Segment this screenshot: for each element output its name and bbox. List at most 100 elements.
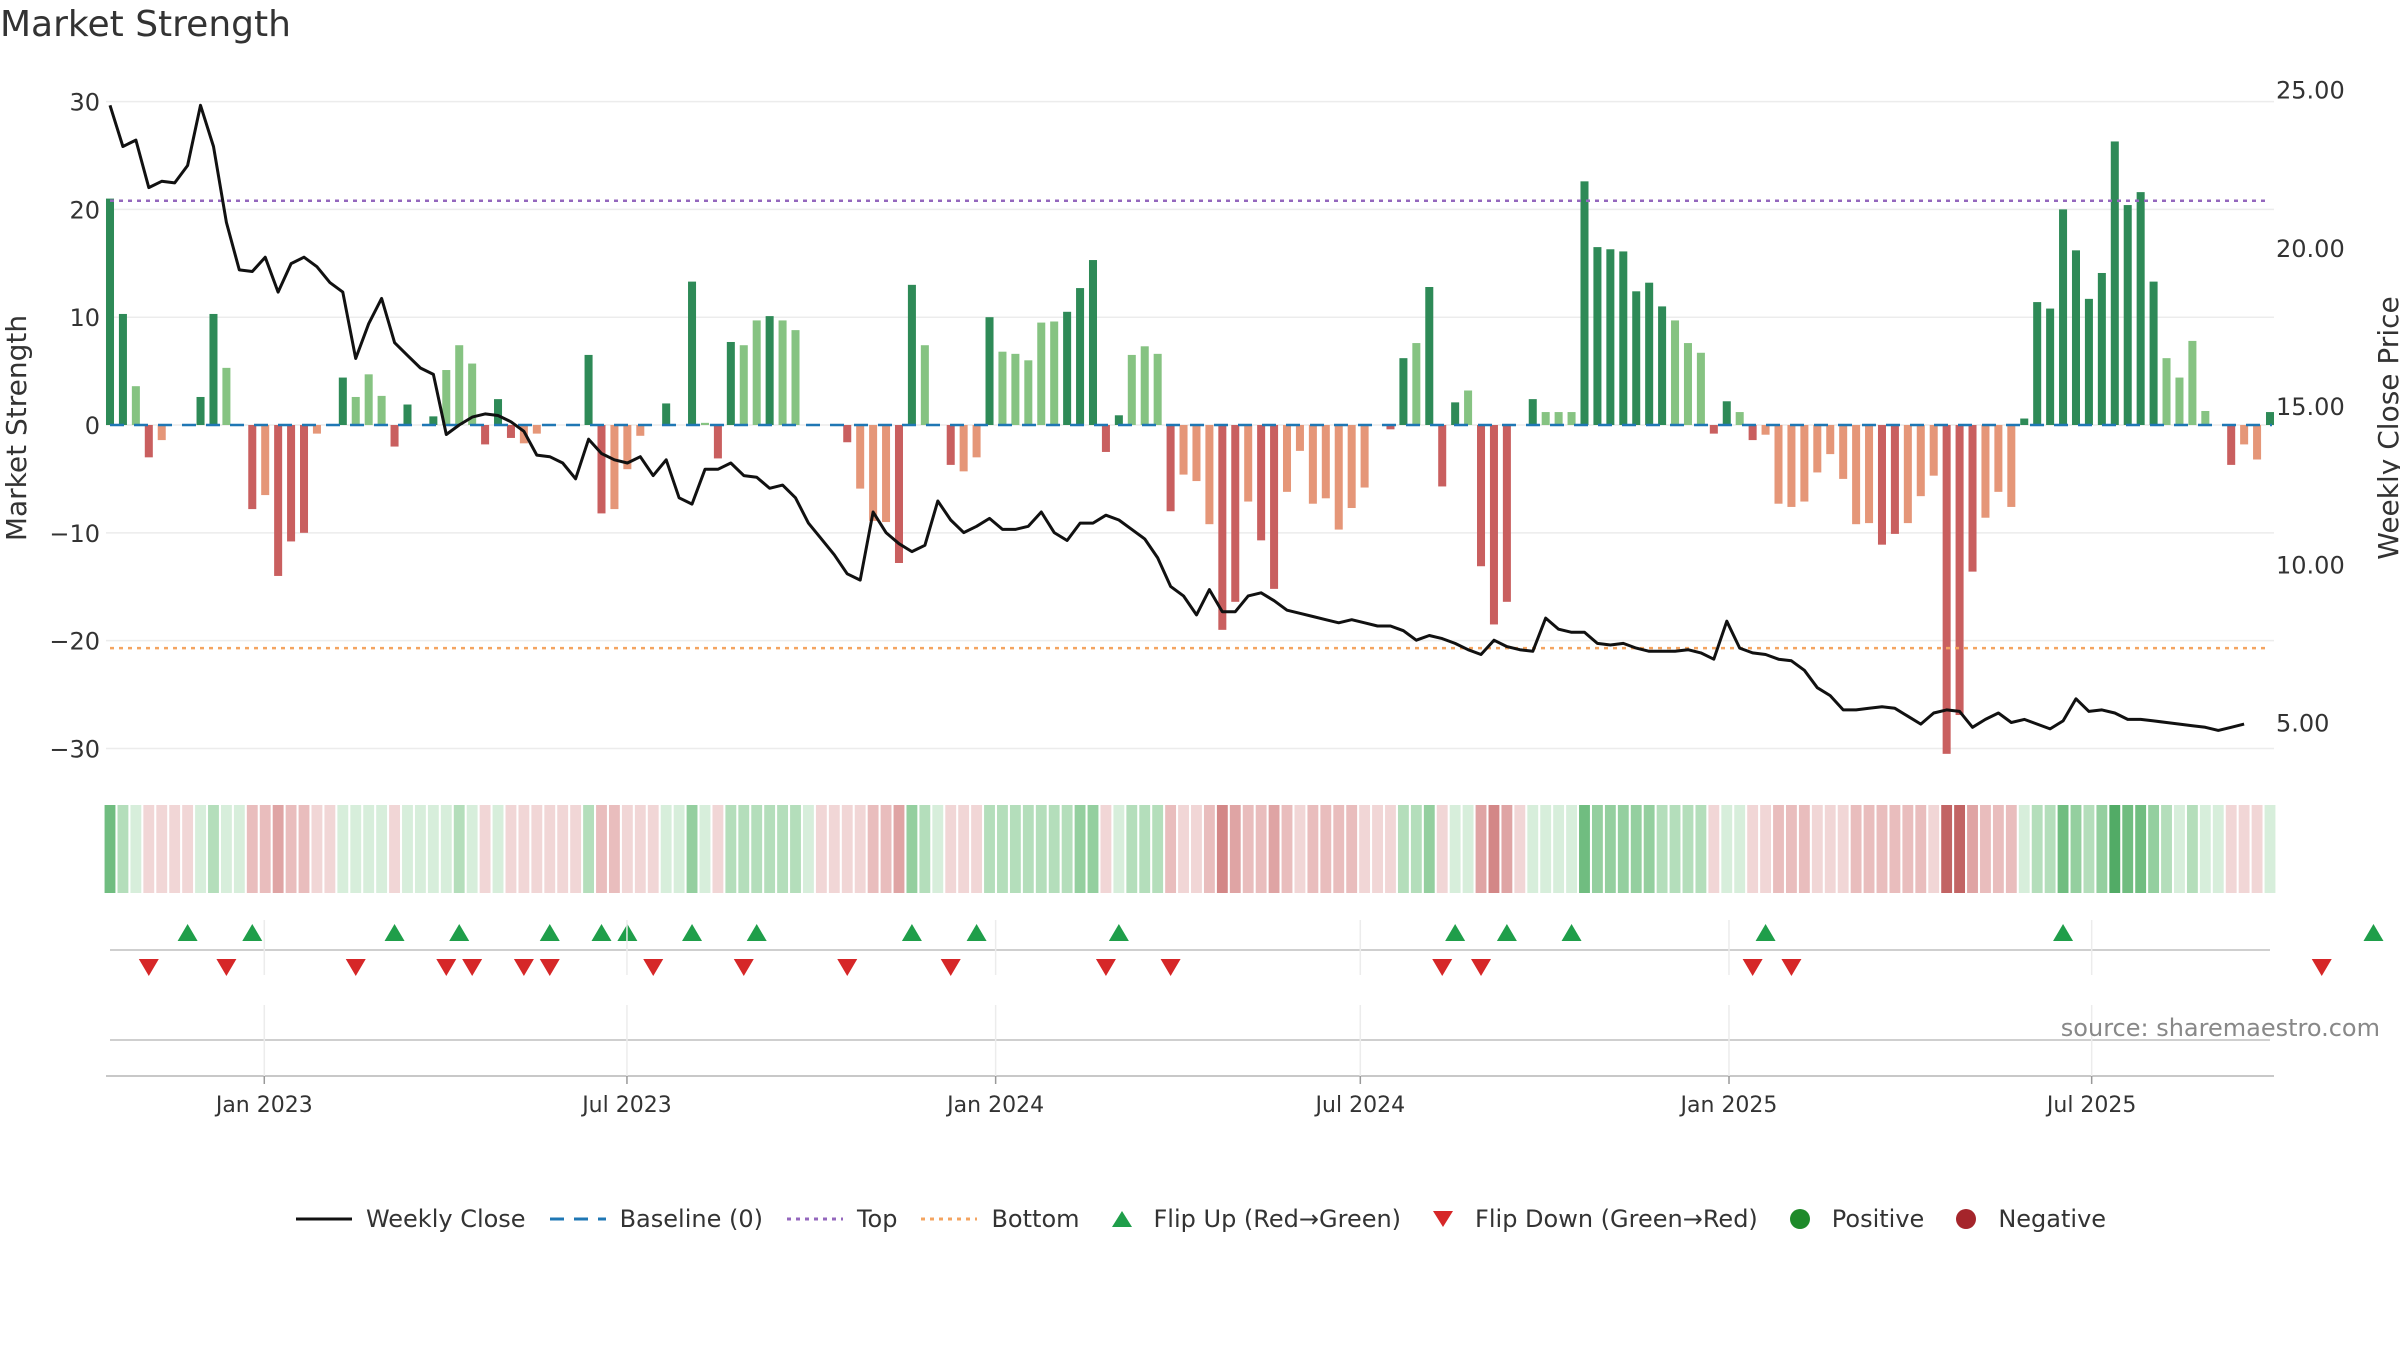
heat-cell [1216,805,1228,893]
heat-cell [2122,805,2134,893]
strength-bar [894,425,903,563]
strength-bar [1554,412,1563,425]
heat-cell [945,805,957,893]
heat-cell [1941,805,1953,893]
heat-cell [182,805,194,893]
y-left-tick-label: −20 [49,628,100,656]
source-note: source: sharemaestro.com [2060,1014,2380,1042]
strength-bar [920,345,929,425]
heat-cell [583,805,594,893]
heat-cell [104,805,116,893]
heat-cell [1022,805,1034,893]
strength-bar [972,425,981,458]
strength-bar [1231,425,1240,602]
strength-bar [1192,425,1201,482]
heat-cell [1734,805,1746,893]
legend-label: Flip Up (Red→Green) [1153,1205,1402,1233]
flip-down-marker [436,959,457,976]
legend-label: Positive [1831,1205,1925,1233]
heat-cell [1915,805,1927,893]
heat-cell [570,805,582,893]
strength-bar [623,425,632,470]
strength-bar [312,425,321,434]
flip-up-marker [591,924,612,941]
y-axis-right: 25.00 20.00 15.00 10.00 5.00 [2276,76,2345,737]
strength-bar [2265,412,2275,425]
y-right-tick-label: 15.00 [2276,393,2345,421]
heat-cell [440,805,452,893]
strength-bar [506,425,515,438]
flip-up-marker [901,924,922,941]
strength-bar [1800,425,1809,502]
flip-up-marker [177,924,198,941]
legend-swatch [1433,1211,1454,1227]
heat-cell [466,805,478,893]
legend-label: Flip Down (Green→Red) [1475,1205,1758,1233]
strength-bar [287,425,296,542]
heat-cell [1876,805,1888,893]
heat-cell [1669,805,1681,893]
legend-swatch [549,1217,606,1221]
strength-bar [1088,260,1098,425]
strength-bar [1619,251,1628,425]
heat-cell [376,805,388,893]
strength-bar [726,341,735,425]
heat-cell [2199,805,2211,893]
flip-down-marker [513,959,534,976]
y-left-tick-label: −30 [49,735,100,763]
strength-bar [752,320,761,425]
strength-bar [959,425,968,472]
strength-bar [2162,358,2171,425]
grid-lines [106,100,2274,750]
strength-bar [1671,320,1680,425]
heat-cell [608,805,620,893]
heat-cell [1100,805,1112,893]
y-left-tick-label: −10 [49,520,100,548]
heat-cell [2174,805,2185,893]
strength-bar [1632,291,1641,425]
heat-cell [971,805,983,893]
strength-bar [1114,415,1123,425]
heat-cell [958,805,970,893]
flip-up-marker [1108,924,1129,941]
strength-bar [1787,425,1796,507]
heat-cell [1061,805,1073,893]
strength-bar [662,403,671,425]
strength-bar [1813,425,1822,473]
strength-heat-strip [104,805,2276,893]
strength-bar [105,198,115,425]
heat-cell [1902,805,1914,893]
heat-cell [906,805,918,893]
strength-bar [869,425,878,521]
flip-down-marker [539,959,560,976]
strength-bar [1464,390,1473,425]
heat-cell [1462,805,1474,893]
heat-cell [2225,805,2237,893]
heat-cell [1760,805,1772,893]
strength-bar [300,425,309,533]
heat-cell [660,805,672,893]
heat-cell [712,805,724,893]
strength-bar [1011,353,1020,425]
heat-cell [1113,805,1125,893]
strength-bar [1735,412,1744,425]
strength-bar [1658,306,1667,425]
flip-down-marker [733,959,754,976]
heat-cell [738,805,750,893]
heat-cell [1643,805,1655,893]
heat-cell [311,805,323,893]
strength-bar [1425,287,1434,425]
flip-down-marker [1432,959,1453,976]
strength-bar [1270,425,1279,589]
strength-bar [2071,250,2080,425]
strength-bar [1774,425,1783,504]
legend-label: Weekly Close [365,1205,526,1233]
strength-bar [144,425,153,458]
heat-cell [479,805,491,893]
heat-cell [1385,805,1396,893]
y-right-tick-label: 20.00 [2276,235,2345,263]
strength-bar [468,363,477,425]
heat-cell [2057,805,2069,893]
strength-bar [2240,425,2249,445]
strength-bar [338,377,347,425]
